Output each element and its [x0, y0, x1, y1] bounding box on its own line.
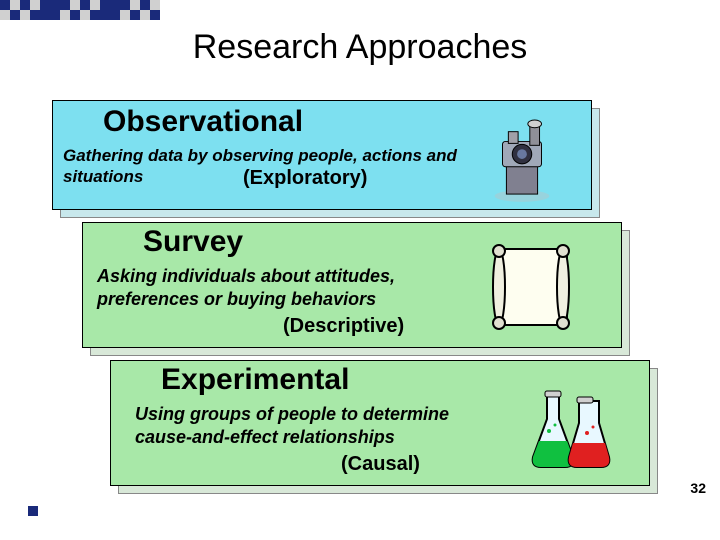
- card-description: Asking individuals about attitudes, pref…: [97, 265, 437, 310]
- scroll-icon: [481, 237, 581, 337]
- card-tag: (Causal): [341, 453, 420, 476]
- accent-squares: [0, 0, 160, 20]
- card-heading: Experimental: [161, 363, 349, 397]
- card-tag: (Descriptive): [283, 315, 404, 338]
- camera-icon: [483, 113, 561, 203]
- page-number: 32: [690, 480, 706, 496]
- card-description: Using groups of people to determine caus…: [135, 403, 475, 448]
- flasks-icon: [519, 379, 619, 479]
- approach-card: ObservationalGathering data by observing…: [52, 100, 592, 210]
- approach-card: Experimental Using groups of people to de…: [110, 360, 650, 486]
- card-tag: (Exploratory): [243, 167, 367, 190]
- approach-card: Survey Asking individuals about attitudes…: [82, 222, 622, 348]
- card-heading: Survey: [143, 225, 243, 259]
- card-heading: Observational: [103, 105, 303, 139]
- page-title: Research Approaches: [193, 28, 528, 67]
- footer-bullet: [28, 506, 38, 516]
